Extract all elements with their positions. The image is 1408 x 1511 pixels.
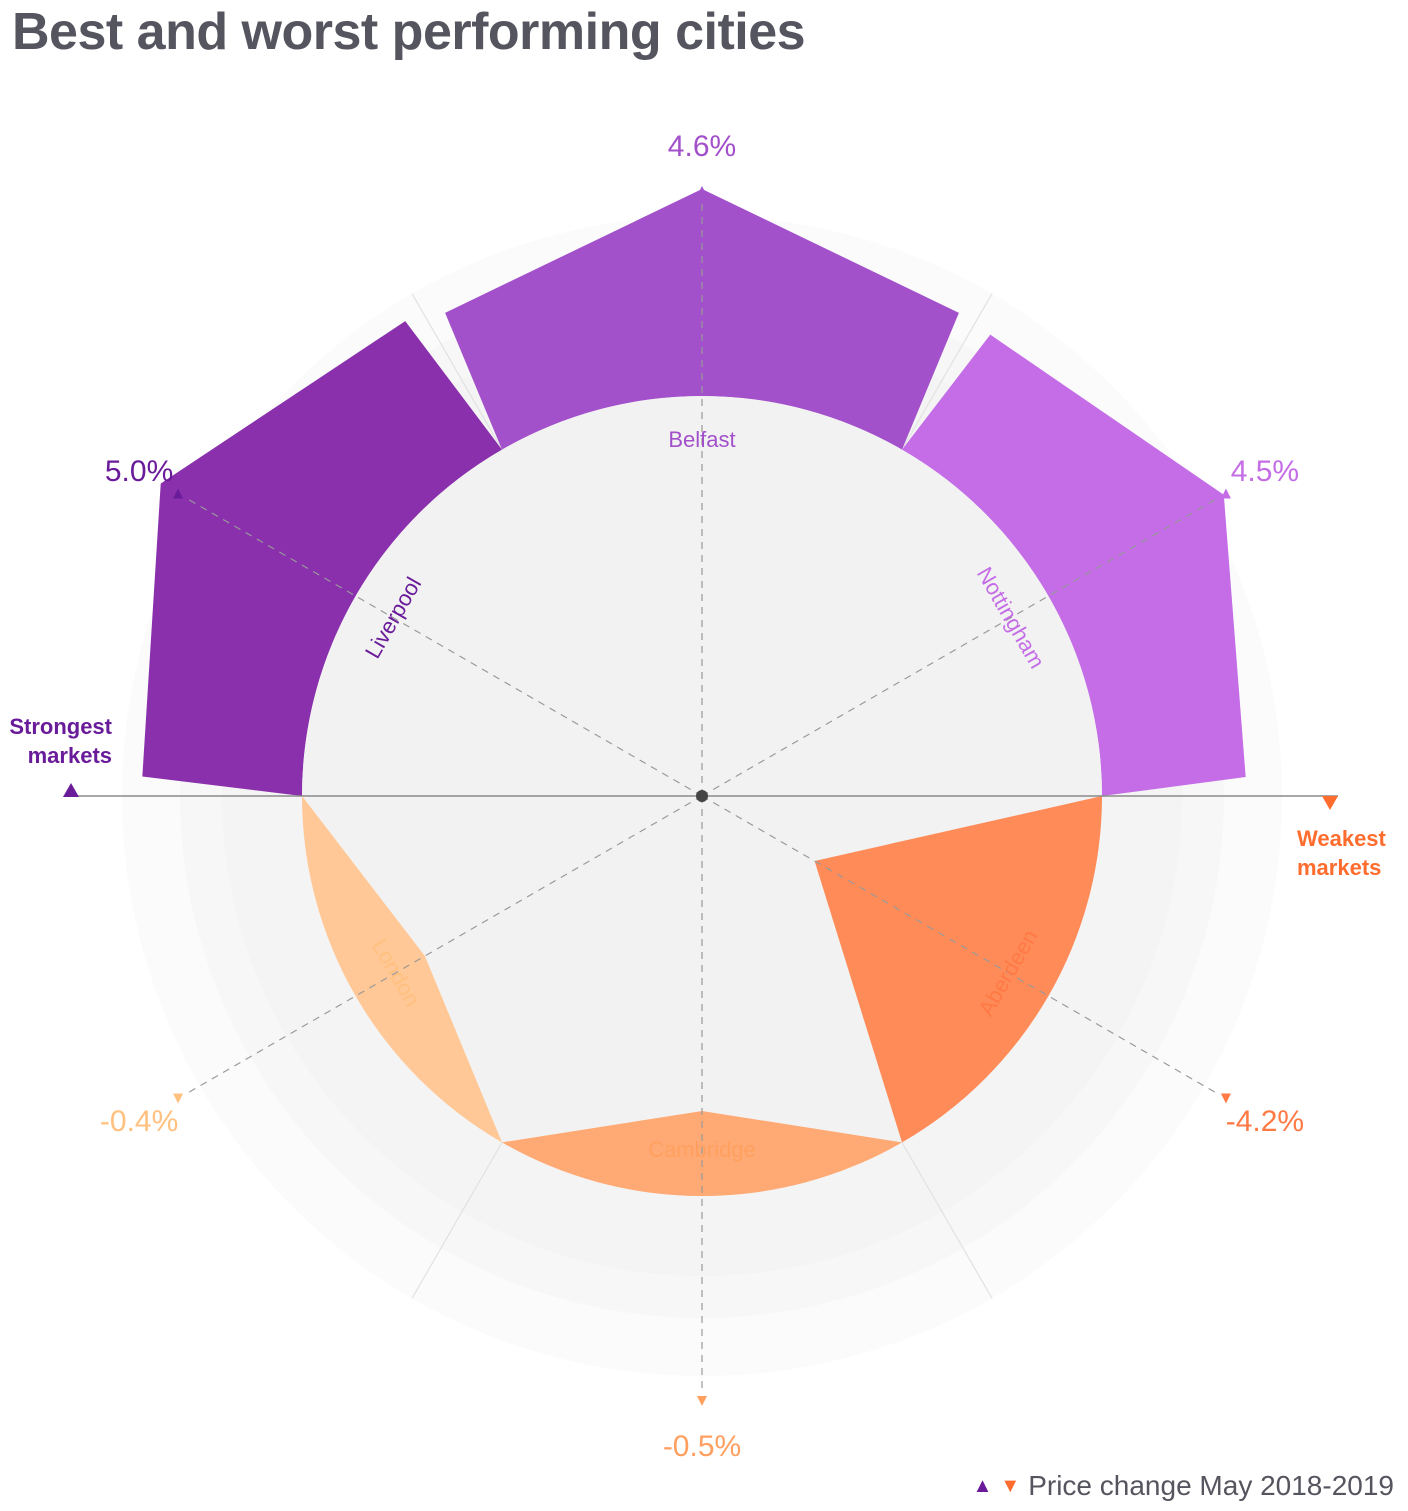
city-label-belfast: Belfast <box>668 427 735 452</box>
legend: ▲ ▼ Price change May 2018-2019 <box>973 1470 1394 1502</box>
bar-nottingham <box>902 334 1246 796</box>
tick-london <box>173 1093 184 1104</box>
up-triangle-icon: ▲ <box>972 1474 993 1497</box>
chart-title: Best and worst performing cities <box>12 3 806 61</box>
horizontal-axis <box>63 783 1338 810</box>
value-labels: 5.0% 4.6% 4.5% -4.2% -0.5% -0.4% <box>100 130 1304 1463</box>
strong-arrow-icon <box>63 783 79 797</box>
strongest-line-2: markets <box>27 743 112 768</box>
tick-aberdeen <box>1220 1093 1231 1104</box>
tick-liverpool <box>173 488 184 499</box>
strongest-line-1: Strongest <box>9 714 112 739</box>
down-triangle-icon: ▼ <box>1000 1474 1021 1497</box>
bar-liverpool <box>142 321 503 796</box>
bar-belfast <box>445 189 959 450</box>
value-label-aberdeen: -4.2% <box>1226 1105 1304 1138</box>
weak-bar-aberdeen <box>814 796 1102 1143</box>
value-label-belfast: 4.6% <box>668 130 736 163</box>
tick-cambridge <box>697 1396 707 1406</box>
strongest-markets-label: Strongest markets <box>8 712 112 770</box>
value-label-london: -0.4% <box>100 1105 178 1138</box>
value-label-nottingham: 4.5% <box>1231 455 1299 488</box>
weakest-markets-label: Weakest markets <box>1297 824 1407 882</box>
weak-bar-london <box>302 796 502 1143</box>
tick-belfast <box>697 186 707 196</box>
weakest-line-1: Weakest <box>1297 826 1386 851</box>
guide-aberdeen <box>701 795 1218 1095</box>
tick-markers <box>173 186 1231 1406</box>
value-label-cambridge: -0.5% <box>663 1430 741 1463</box>
center-dot <box>696 790 708 802</box>
tick-nottingham <box>1220 488 1231 499</box>
guide-liverpool <box>186 497 703 797</box>
dashed-guides <box>186 201 1218 1391</box>
city-label-cambridge: Cambridge <box>648 1137 756 1162</box>
legend-label: Price change May 2018-2019 <box>1028 1470 1394 1501</box>
weak-arrow-icon <box>1322 796 1338 810</box>
guide-london <box>186 795 703 1095</box>
guide-nottingham <box>701 497 1218 797</box>
weakest-line-2: markets <box>1297 855 1382 880</box>
value-label-liverpool: 5.0% <box>105 455 173 488</box>
